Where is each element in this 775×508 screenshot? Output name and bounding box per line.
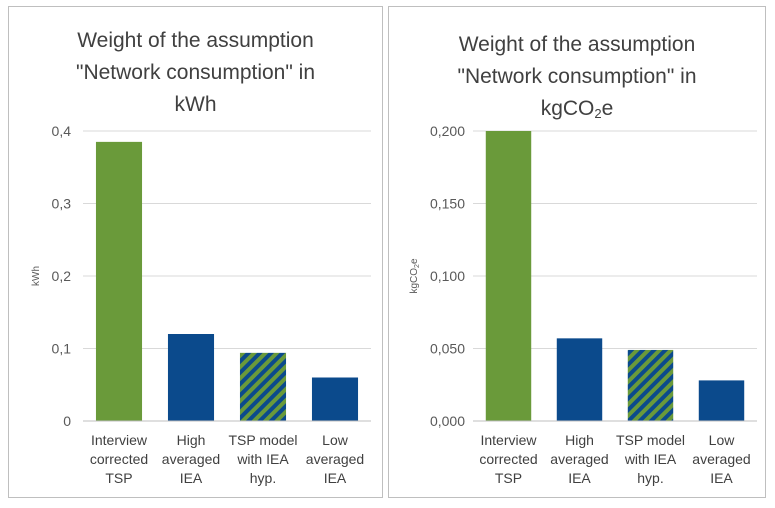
- y-tick-label: 0,2: [52, 268, 72, 284]
- category-label: with IEA: [624, 451, 677, 467]
- title-line-2: "Network consumption" in: [75, 61, 315, 84]
- title-line-1: Weight of the assumption: [77, 29, 314, 52]
- category-label: IEA: [324, 470, 347, 486]
- category-label: TSP model: [229, 432, 298, 448]
- y-tick-label: 0,000: [430, 413, 465, 429]
- category-label: averaged: [692, 451, 750, 467]
- chart-title: Weight of the assumption "Network consum…: [9, 25, 382, 121]
- bar: [556, 338, 603, 421]
- y-tick-label: 0,050: [430, 341, 465, 357]
- y-axis-label: kgCO2e: [409, 258, 421, 293]
- title-line-3: kWh: [174, 93, 217, 116]
- y-tick-label: 0,4: [52, 123, 72, 139]
- y-tick-label: 0: [63, 413, 71, 429]
- chart-panel-kgco2e: Weight of the assumption "Network consum…: [388, 6, 766, 498]
- y-tick-label: 0,100: [430, 268, 465, 284]
- category-label: High: [565, 432, 594, 448]
- category-label: TSP: [495, 470, 522, 486]
- y-axis-label: kWh: [31, 266, 42, 286]
- category-label: hyp.: [250, 470, 276, 486]
- y-tick-label: 0,1: [52, 341, 72, 357]
- bar-chart-kwh: 0 0,1 0,2 0,3 0,4 Interview corrected TSP High av…: [31, 123, 371, 486]
- bar: [167, 334, 215, 421]
- bar: [239, 352, 287, 421]
- category-label: IEA: [710, 470, 733, 486]
- y-tick-label: 0,150: [430, 196, 465, 212]
- category-label: corrected: [90, 451, 148, 467]
- y-tick-label: 0,3: [52, 196, 72, 212]
- chart-title: Weight of the assumption "Network consum…: [389, 29, 765, 125]
- category-label: averaged: [162, 451, 220, 467]
- title-line-1: Weight of the assumption: [458, 33, 696, 56]
- title-line-2: "Network consumption" in: [457, 65, 697, 88]
- category-label: High: [177, 432, 206, 448]
- category-label: TSP: [105, 470, 132, 486]
- category-label: Interview: [480, 432, 537, 448]
- bar: [698, 380, 745, 421]
- bar: [95, 141, 143, 421]
- category-label: with IEA: [236, 451, 289, 467]
- y-tick-label: 0,200: [430, 123, 465, 139]
- category-label: Low: [709, 432, 736, 448]
- bar: [311, 377, 359, 421]
- bar: [627, 349, 674, 421]
- chart-panel-kwh: Weight of the assumption "Network consum…: [8, 6, 383, 498]
- category-label: corrected: [479, 451, 537, 467]
- title-line-3: kgCO2e: [540, 97, 614, 121]
- category-label: IEA: [180, 470, 203, 486]
- category-label: TSP model: [616, 432, 685, 448]
- category-label: hyp.: [637, 470, 663, 486]
- category-label: IEA: [568, 470, 591, 486]
- category-label: Interview: [91, 432, 148, 448]
- category-label: Low: [322, 432, 349, 448]
- category-label: averaged: [550, 451, 608, 467]
- bar-chart-kgco2e: 0,000 0,050 0,100 0,150 0,200 Interview correc…: [409, 123, 757, 486]
- category-label: averaged: [306, 451, 364, 467]
- bar: [485, 131, 532, 421]
